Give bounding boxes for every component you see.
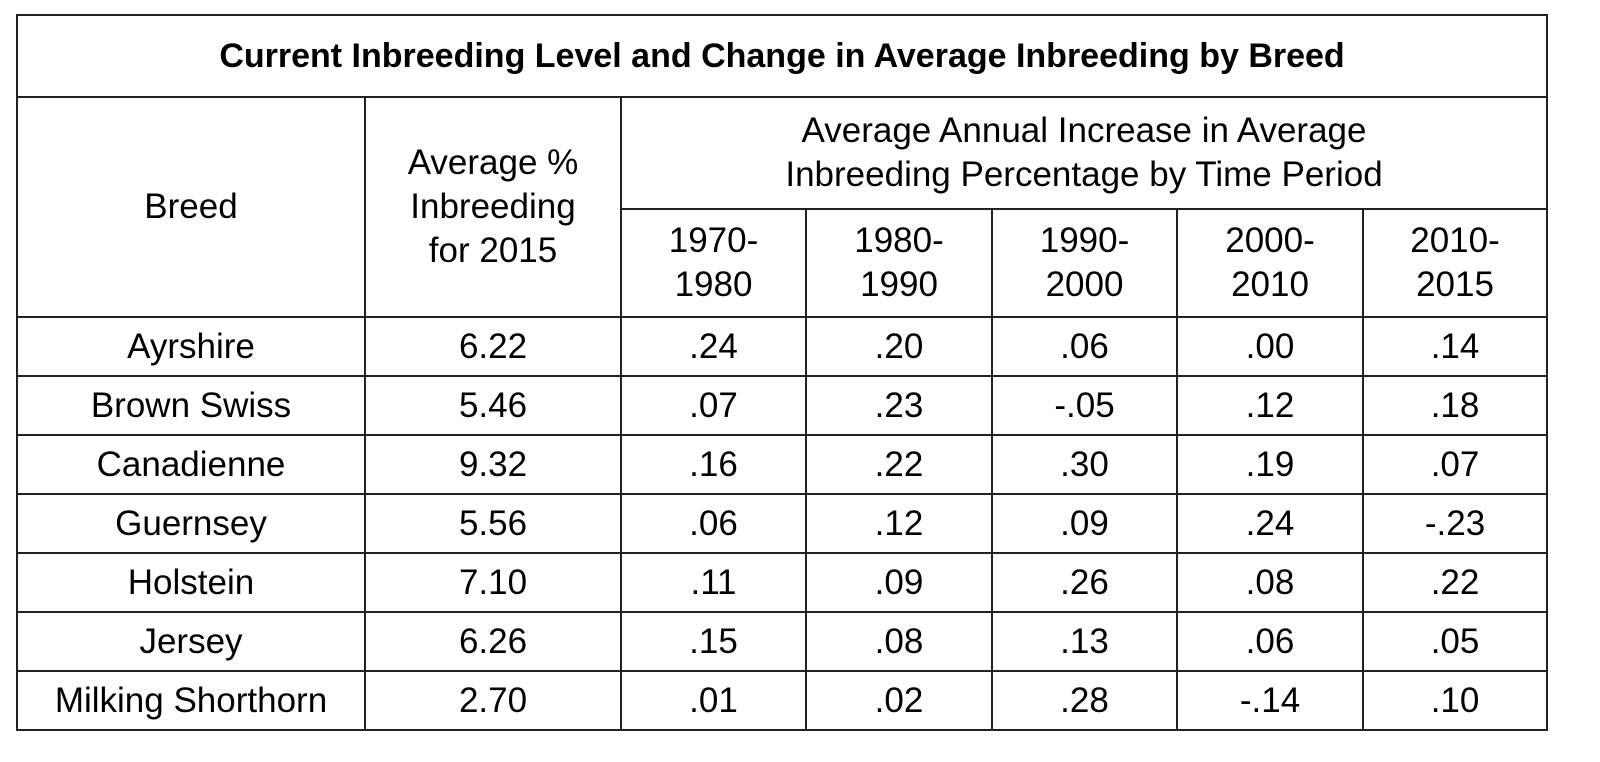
value-cell: .14 (1361, 316, 1549, 377)
header-row-periods: 1970- 1980 1980- 1990 1990- 2000 2000- 2010 … (17, 208, 1549, 318)
period-start: 1990- (1039, 221, 1130, 260)
value-cell: .12 (1176, 375, 1364, 436)
value-cell: .09 (805, 552, 993, 613)
table-row: Brown Swiss 5.46 .07 .23 -.05 .12 .18 (16, 375, 1549, 436)
value-cell: .28 (991, 670, 1178, 731)
value-cell: .13 (991, 611, 1178, 672)
value-cell: .22 (1361, 552, 1549, 613)
value-cell: .06 (1176, 611, 1364, 672)
value-cell: .10 (1361, 670, 1549, 731)
avg-cell: 6.26 (364, 611, 622, 672)
table-row: Holstein 7.10 .11 .09 .26 .08 .22 (16, 552, 1549, 613)
table-row: Ayrshire 6.22 .24 .20 .06 .00 .14 (16, 316, 1549, 377)
breed-cell: Milking Shorthorn (16, 670, 366, 731)
period-header: 1970- 1980 (620, 208, 807, 318)
period-start: 1970- (668, 221, 759, 260)
value-cell: .23 (805, 375, 993, 436)
value-cell: .26 (991, 552, 1178, 613)
breed-cell: Canadienne (16, 434, 366, 495)
breed-cell: Ayrshire (16, 316, 366, 377)
period-group-header: Average Annual Increase in Average Inbre… (619, 96, 1549, 210)
period-start: 2010- (1410, 221, 1500, 260)
title-row: Current Inbreeding Level and Change in A… (15, 14, 1549, 98)
value-cell: .08 (1176, 552, 1364, 613)
table-row: Canadienne 9.32 .16 .22 .30 .19 .07 (16, 434, 1549, 495)
value-cell: -.14 (1176, 670, 1364, 731)
table-row: Guernsey 5.56 .06 .12 .09 .24 -.23 (16, 493, 1549, 554)
value-cell: .05 (1361, 611, 1549, 672)
avg-cell: 5.56 (364, 493, 622, 554)
table-row: Milking Shorthorn 2.70 .01 .02 .28 -.14 … (16, 670, 1549, 731)
value-cell: .09 (991, 493, 1178, 554)
period-start: 2000- (1225, 221, 1315, 260)
value-cell: .18 (1361, 375, 1549, 436)
period-end: 1980 (674, 265, 753, 304)
value-cell: .00 (1176, 316, 1364, 377)
value-cell: .19 (1176, 434, 1364, 495)
value-cell: .01 (620, 670, 807, 731)
value-cell: .16 (620, 434, 807, 495)
avg-cell: 7.10 (364, 552, 622, 613)
value-cell: .06 (620, 493, 807, 554)
table-body: Current Inbreeding Level and Change in A… (15, 14, 1549, 731)
period-end: 2000 (1045, 265, 1124, 304)
value-cell: .30 (991, 434, 1178, 495)
avg-inbreeding-header: Average % Inbreeding for 2015 (364, 96, 622, 318)
avg-header-line-2: Inbreeding (410, 187, 576, 226)
value-cell: .02 (805, 670, 993, 731)
value-cell: -.05 (991, 375, 1178, 436)
table-title: Current Inbreeding Level and Change in A… (15, 14, 1549, 98)
period-header: 1980- 1990 (805, 208, 993, 318)
avg-header-line-3: for 2015 (428, 231, 558, 270)
value-cell: .24 (620, 316, 807, 377)
table-row: Jersey 6.26 .15 .08 .13 .06 .05 (16, 611, 1549, 672)
value-cell: .15 (620, 611, 807, 672)
value-cell: -.23 (1361, 493, 1549, 554)
breed-cell: Holstein (16, 552, 366, 613)
breed-cell: Brown Swiss (16, 375, 366, 436)
header-row-group: Breed Average % Inbreeding for 2015 Aver… (16, 96, 1549, 318)
period-end: 2015 (1416, 265, 1494, 304)
breed-header: Breed (16, 96, 366, 318)
value-cell: .11 (620, 552, 807, 613)
period-header: 2010- 2015 (1361, 208, 1549, 318)
group-header-line-2: Inbreeding Percentage by Time Period (785, 155, 1383, 194)
value-cell: .06 (991, 316, 1178, 377)
avg-cell: 2.70 (364, 670, 622, 731)
value-cell: .20 (805, 316, 993, 377)
value-cell: .22 (805, 434, 993, 495)
inbreeding-table: Current Inbreeding Level and Change in A… (15, 14, 1549, 731)
value-cell: .08 (805, 611, 993, 672)
avg-cell: 9.32 (364, 434, 622, 495)
breed-cell: Guernsey (16, 493, 366, 554)
value-cell: .07 (1361, 434, 1549, 495)
period-header: 2000- 2010 (1176, 208, 1364, 318)
period-start: 1980- (854, 221, 944, 260)
breed-cell: Jersey (16, 611, 366, 672)
avg-cell: 5.46 (364, 375, 622, 436)
value-cell: .12 (805, 493, 993, 554)
period-end: 1990 (860, 265, 938, 304)
period-end: 2010 (1231, 265, 1309, 304)
value-cell: .24 (1176, 493, 1364, 554)
value-cell: .07 (620, 375, 807, 436)
avg-cell: 6.22 (364, 316, 622, 377)
avg-header-line-1: Average % (407, 143, 579, 182)
group-header-line-1: Average Annual Increase in Average (801, 111, 1367, 150)
period-header: 1990- 2000 (991, 208, 1178, 318)
